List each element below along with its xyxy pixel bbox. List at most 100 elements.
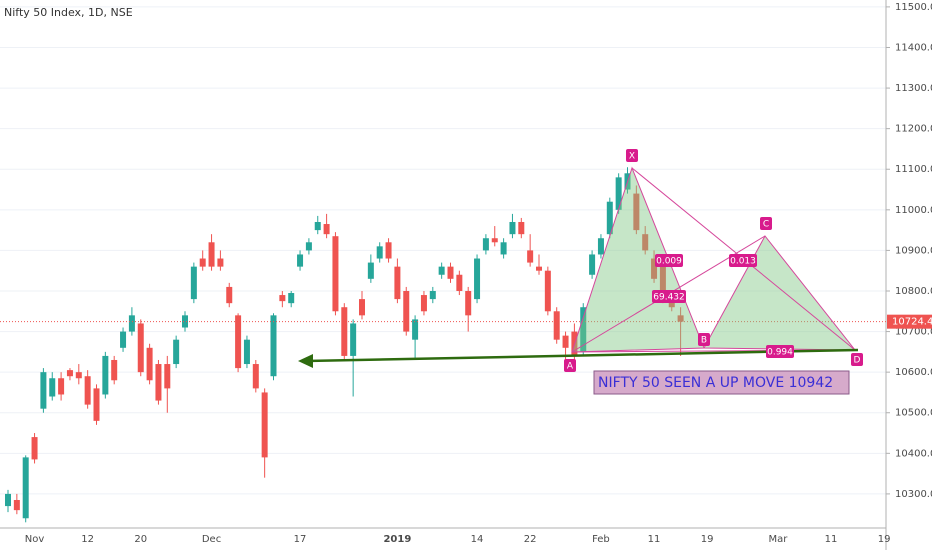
candle-body: [518, 221, 525, 235]
last-price-label: 10724.40: [892, 317, 932, 328]
point-tag: [851, 353, 863, 366]
candle-body: [137, 323, 144, 373]
y-tick-label: 10400.00: [895, 448, 932, 459]
candle-body: [438, 266, 445, 275]
ratio-tag: [655, 254, 683, 267]
candle-body: [120, 331, 127, 348]
x-tick-label: Nov: [25, 534, 45, 545]
last-price-tag: [887, 314, 932, 329]
candle-body: [456, 274, 463, 291]
candle-body: [429, 290, 436, 300]
y-tick-label: 10500.00: [895, 408, 932, 419]
candle-body: [243, 339, 250, 365]
y-tick-label: 11400.00: [895, 42, 932, 53]
candle-body: [155, 364, 162, 401]
y-tick-label: 11000.00: [895, 205, 932, 216]
x-tick-label: Feb: [592, 534, 610, 545]
candle-body: [217, 258, 224, 267]
ratio-label: 0.994: [767, 348, 793, 358]
candle-body: [323, 224, 330, 235]
candle-body: [465, 290, 472, 316]
candle-body: [659, 258, 666, 300]
candle-body: [580, 307, 587, 352]
candle-body: [606, 201, 613, 235]
point-label: B: [701, 336, 707, 346]
point-tag: [760, 217, 772, 230]
x-tick-label: 14: [471, 534, 484, 545]
candle-body: [509, 221, 516, 235]
candle-body: [633, 193, 640, 231]
candle-body: [350, 323, 357, 356]
x-tick-label: 19: [878, 534, 891, 545]
y-tick-label: 11500.00: [895, 2, 932, 13]
x-tick-label: 11: [648, 534, 661, 545]
candle-body: [252, 364, 259, 389]
candle-body: [677, 315, 684, 322]
candle-body: [668, 299, 675, 308]
pattern-leg-bcd: [703, 235, 857, 351]
candle-body: [394, 266, 401, 300]
point-label: D: [854, 356, 861, 366]
candle-body: [615, 177, 622, 210]
candle-body: [182, 315, 188, 328]
candle-body: [314, 221, 321, 231]
y-tick-label: 10600.00: [895, 367, 932, 378]
candle-body: [297, 254, 304, 267]
drawings: X A B C D 0.009 69.432 0.013 0.994 NIFTY…: [298, 149, 863, 395]
candle-body: [190, 266, 197, 300]
candle-body: [332, 236, 339, 312]
candle-body: [226, 286, 233, 304]
candle-body: [22, 457, 29, 519]
chart-title: Nifty 50 Index, 1D, NSE: [4, 6, 133, 19]
x-tick-label: 12: [81, 534, 94, 545]
y-tick-label: 11200.00: [895, 124, 932, 135]
candle-body: [84, 376, 91, 405]
candle-body: [447, 266, 454, 279]
y-tick-label: 10800.00: [895, 286, 932, 297]
candle-body: [164, 364, 171, 389]
candle-body: [93, 388, 100, 421]
candle-body: [288, 293, 295, 304]
candle-body: [553, 311, 560, 340]
y-tick-label: 11100.00: [895, 164, 932, 175]
candle-body: [651, 258, 658, 279]
candle-body: [562, 335, 569, 348]
arrow-head: [298, 354, 313, 368]
candle-body: [111, 359, 118, 381]
candle-body: [482, 238, 489, 251]
ratio-tag: [766, 345, 794, 358]
candle-body: [66, 370, 73, 377]
candle-body: [589, 254, 596, 275]
point-tag: [626, 149, 638, 162]
candle-body: [474, 258, 481, 300]
candle-body: [597, 238, 604, 255]
y-tick-label: 10900.00: [895, 245, 932, 256]
point-label: X: [629, 152, 635, 162]
candle-body: [5, 493, 11, 507]
candle-body: [146, 347, 153, 381]
candle-body: [544, 270, 551, 312]
x-tick-label: 17: [294, 534, 307, 545]
candle-body: [279, 295, 286, 302]
ratio-label: 69.432: [653, 293, 685, 303]
x-tick-label: 2019: [383, 534, 411, 545]
candle-body: [270, 315, 277, 377]
candle-body: [58, 378, 65, 395]
candle-body: [527, 250, 534, 263]
candle-body: [261, 392, 268, 458]
annotation-box: [593, 370, 850, 395]
candle-body: [420, 295, 427, 312]
point-tag: [698, 333, 710, 346]
candle-body: [305, 242, 312, 251]
candle-body: [49, 378, 56, 397]
candle-body: [403, 290, 410, 332]
annotation: NIFTY 50 SEEN A UP MOVE 10942: [598, 375, 833, 391]
ratio-tag: [652, 290, 686, 303]
candle-body: [500, 242, 507, 255]
candle-body: [359, 299, 365, 316]
candle-body: [376, 246, 383, 259]
candle-body: [75, 372, 82, 379]
x-tick-label: 19: [701, 534, 714, 545]
